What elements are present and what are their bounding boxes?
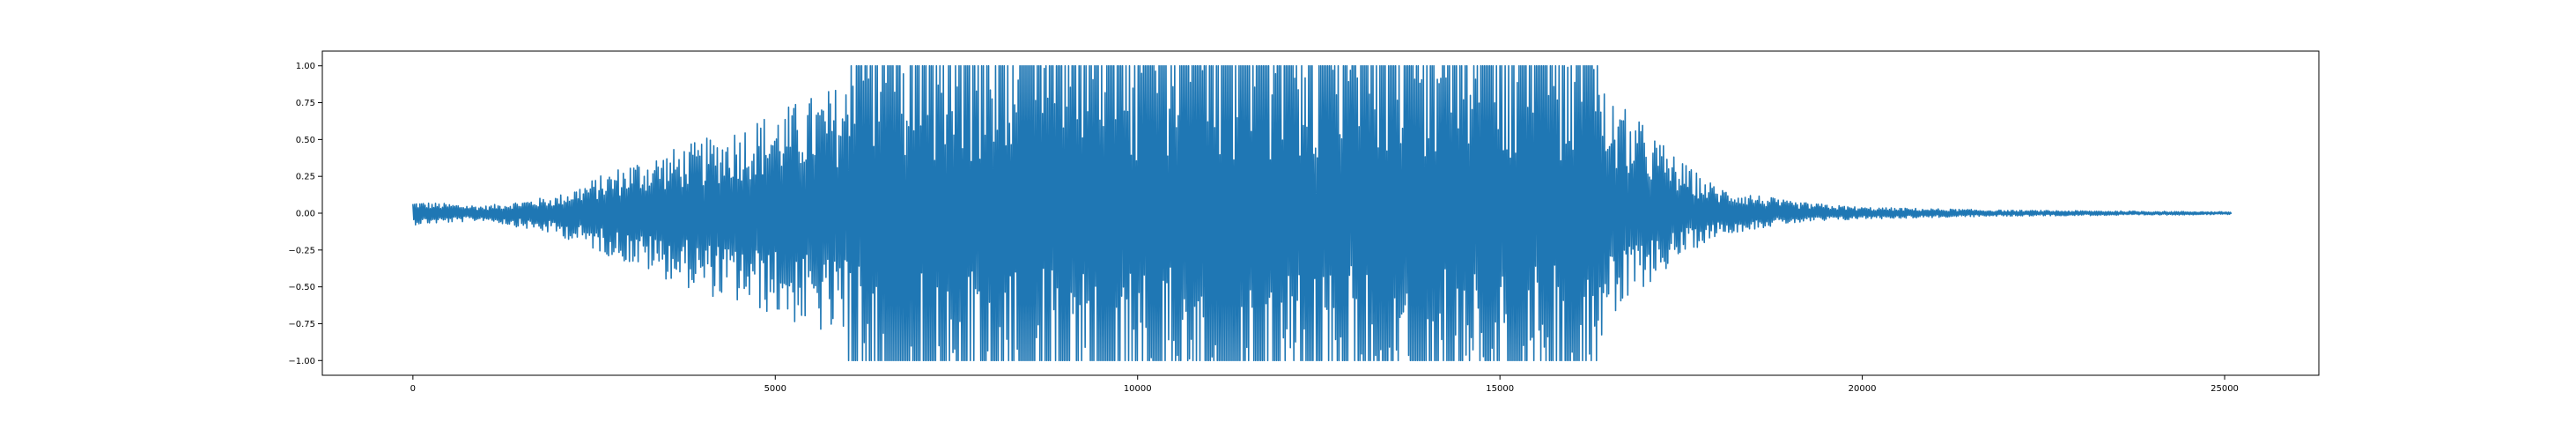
y-tick-label: −0.25 (288, 246, 315, 255)
y-tick-label: 0.00 (296, 210, 315, 219)
y-tick-label: −1.00 (288, 357, 315, 366)
y-tick-label: 1.00 (296, 62, 315, 71)
x-tick-label: 0 (410, 384, 416, 394)
x-axis: 0 5000 10000 15000 20000 25000 (410, 375, 2239, 394)
x-tick-label: 10000 (1124, 384, 1152, 394)
y-tick-label: −0.50 (288, 283, 315, 292)
waveform-series-line (412, 64, 2233, 362)
x-tick-label: 15000 (1486, 384, 1514, 394)
x-tick-label: 5000 (764, 384, 786, 394)
y-axis: 1.00 0.75 0.50 0.25 0.00 −0.25 −0.50 −0.75 −1.00 (288, 62, 322, 366)
y-tick-label: 0.25 (296, 173, 315, 182)
series-layer (412, 64, 2233, 362)
y-tick-label: 0.50 (296, 136, 315, 145)
x-tick-label: 25000 (2211, 384, 2239, 394)
y-tick-label: 0.75 (296, 99, 315, 108)
y-tick-label: −0.75 (288, 320, 315, 329)
x-tick-label: 20000 (1849, 384, 1877, 394)
